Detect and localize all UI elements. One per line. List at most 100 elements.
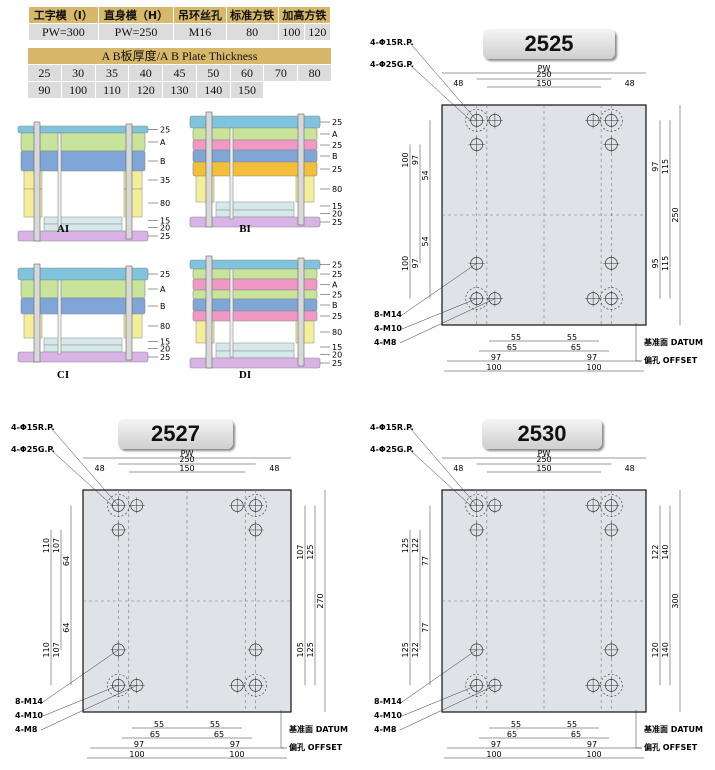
leader-line (399, 298, 495, 344)
dim-height: 270 (316, 593, 325, 608)
dim-left: 110 (42, 642, 51, 657)
ejector-plate (215, 350, 295, 359)
spec-value: 120 (303, 23, 332, 41)
stack-layer-label: 20 (160, 224, 170, 233)
stack-layer-label: 25 (332, 118, 342, 127)
stack-layer-label: 25 (332, 312, 342, 321)
leader-line (409, 427, 477, 506)
dim-left: 125 (401, 642, 410, 657)
stack-layer-label: 20 (160, 345, 170, 354)
thickness-value: 150 (230, 82, 264, 98)
stack-layer-label: A (160, 285, 166, 294)
dim-right: 122 (651, 545, 660, 560)
leader-line (635, 323, 642, 362)
b-plate (20, 297, 146, 315)
spec-value: PW=250 (97, 23, 175, 41)
dim-left: 97 (411, 155, 420, 165)
stack-layer-label: A (332, 130, 338, 139)
thickness-value: 25 (28, 65, 61, 81)
dim-bottom: 55 (511, 720, 521, 729)
leader-line (50, 449, 113, 506)
dim-bottom: 55 (511, 333, 521, 342)
leader-line (42, 685, 119, 717)
dim-bottom: 100 (486, 363, 501, 372)
dim-bottom: 65 (571, 343, 581, 352)
thickness-grid: 25 30 35 40 45 50 60 70 80 90 100 110 120 130 140 150 (28, 65, 331, 98)
dim-bottom: 97 (491, 740, 501, 749)
dim-left: 125 (401, 538, 410, 553)
ejector-plate (43, 344, 123, 353)
dim-left: 122 (411, 538, 420, 553)
return-pin (57, 132, 62, 229)
callout-datum: 基准面 DATUM (643, 724, 703, 734)
leader-line (409, 64, 471, 121)
thickness-value: 60 (230, 65, 264, 81)
stack-layer-label: 35 (160, 176, 170, 185)
dim-250: 250 (536, 70, 551, 79)
dim-250: 250 (536, 455, 551, 464)
dim-left: 77 (421, 623, 430, 633)
stack-layer-label: 15 (160, 217, 170, 226)
ejector-plate (215, 342, 295, 352)
dim-left: 122 (411, 642, 420, 657)
dim-left: 64 (62, 556, 71, 566)
dim-150: 150 (536, 464, 551, 473)
stack-layer-label: 25 (332, 165, 342, 174)
callout-m14: 8-M14 (374, 310, 402, 319)
dim-bottom: 65 (507, 343, 517, 352)
dim-bottom: 97 (587, 740, 597, 749)
stack-label: DI (239, 369, 251, 381)
leader-line (280, 710, 287, 749)
guide-pillar-hole (600, 109, 623, 132)
dim-bottom: 55 (567, 720, 577, 729)
dim-right: 107 (296, 545, 305, 560)
spec-value: 80 (225, 23, 279, 41)
thickness-value: 140 (196, 82, 230, 98)
leader-line (50, 427, 119, 506)
pw-label: PW (181, 449, 194, 458)
thickness-value: 40 (129, 65, 163, 81)
stack-layer-label: 25 (160, 353, 170, 362)
guide-pillar-hole (244, 494, 267, 517)
spec-header: 加高方铁 (277, 6, 332, 24)
return-pin (229, 127, 234, 220)
dim-48: 48 (95, 464, 105, 473)
pw-label: PW (538, 64, 551, 73)
dim-bottom: 100 (486, 750, 501, 759)
guide-pin (297, 113, 305, 226)
guide-pin (33, 121, 41, 242)
leader-line (401, 649, 477, 703)
dim-right: 115 (661, 159, 670, 174)
callout-datum: 基准面 DATUM (643, 337, 703, 347)
dim-right: 115 (661, 256, 670, 271)
stack-layer-label: 25 (332, 261, 342, 270)
thickness-value: 30 (61, 65, 95, 81)
dim-bottom: 97 (491, 353, 501, 362)
thickness-value: 110 (95, 82, 129, 98)
dim-left: 110 (42, 538, 51, 553)
callout-m10: 4-M10 (15, 711, 43, 720)
dim-bottom: 65 (214, 730, 224, 739)
guide-pin (205, 111, 213, 228)
dim-bottom: 65 (150, 730, 160, 739)
stack-layer-label: 25 (332, 359, 342, 368)
dim-right: 120 (651, 642, 660, 657)
stack-layer-label: A (332, 281, 338, 290)
ejector-plate (43, 216, 123, 225)
dim-left: 77 (421, 556, 430, 566)
stack-layer-label: 25 (160, 232, 170, 241)
dim-48: 48 (625, 79, 635, 88)
callout-m10: 4-M10 (374, 324, 402, 333)
stack-label: CI (57, 369, 69, 381)
stack-layer-label: 25 (332, 270, 342, 279)
ejector-plate (215, 209, 295, 218)
stack-layer-label: A (160, 138, 166, 147)
guide-pin (125, 265, 133, 361)
guide-pin (297, 257, 305, 367)
